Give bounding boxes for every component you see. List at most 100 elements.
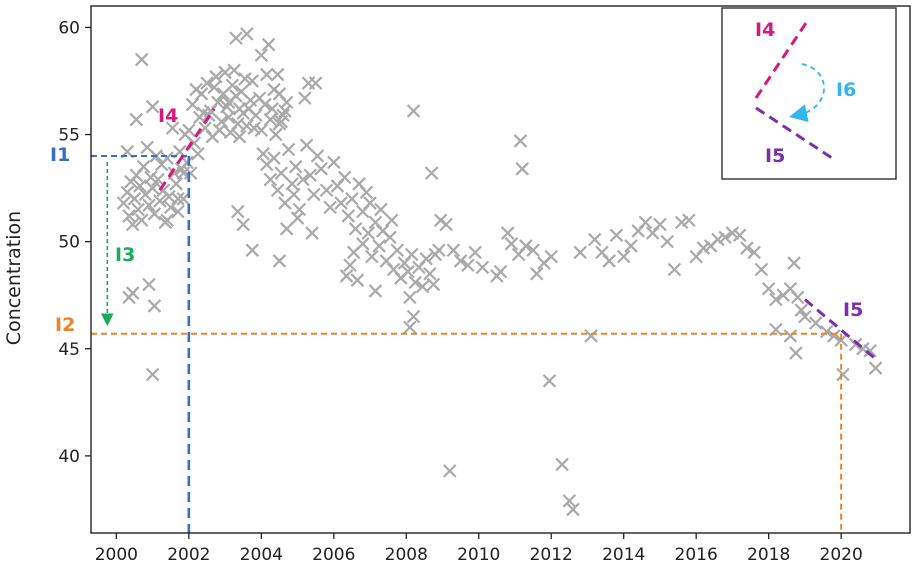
data-point-marker — [500, 226, 515, 240]
data-point-marker — [754, 262, 769, 277]
data-point-marker — [542, 374, 557, 388]
data-point-marker — [341, 209, 356, 223]
x-tick-label: 2000 — [95, 545, 138, 565]
data-point-marker — [227, 63, 241, 78]
data-point-marker — [267, 151, 281, 165]
data-point-marker — [863, 344, 877, 358]
data-point-marker — [385, 213, 399, 228]
data-point-marker — [827, 329, 841, 343]
data-point-marker — [236, 217, 250, 232]
data-point-marker — [544, 249, 559, 264]
data-point-marker — [303, 168, 318, 183]
data-point-marker — [256, 147, 270, 161]
data-point-marker — [200, 76, 214, 90]
data-point-marker — [307, 187, 321, 202]
data-point-marker — [350, 273, 365, 287]
data-point-marker — [383, 230, 397, 245]
y-axis: 40 45 50 55 60 — [58, 18, 91, 467]
data-point-marker — [343, 258, 357, 272]
data-point-marker — [183, 166, 198, 180]
data-point-marker — [327, 155, 341, 170]
i4-trend-line — [158, 107, 216, 192]
data-point-marker — [279, 95, 294, 110]
data-point-marker — [308, 76, 323, 90]
data-point-marker — [125, 217, 140, 232]
data-point-marker — [274, 166, 289, 180]
data-point-marker — [281, 142, 296, 157]
x-axis: 2000 2002 2004 2006 2008 2010 2012 2014 2016 2018… — [95, 533, 863, 565]
data-point-marker — [160, 213, 174, 228]
data-point-marker — [390, 243, 404, 257]
data-point-marker — [147, 299, 162, 313]
data-point-marker — [638, 215, 653, 230]
data-point-marker — [573, 245, 588, 260]
data-point-marker — [432, 243, 446, 257]
data-point-marker — [609, 228, 624, 243]
data-point-marker — [160, 151, 174, 165]
data-point-marker — [116, 196, 131, 210]
data-point-marker — [229, 31, 243, 45]
data-point-marker — [653, 217, 667, 232]
data-point-marker — [151, 172, 165, 187]
data-point-marker — [129, 112, 144, 127]
data-point-marker — [171, 204, 185, 219]
data-point-marker — [682, 213, 696, 228]
data-point-marker — [515, 162, 530, 176]
data-point-marker — [319, 183, 334, 198]
data-point-marker — [566, 502, 580, 517]
data-point-marker — [439, 217, 453, 232]
data-point-marker — [513, 134, 528, 148]
data-point-marker — [848, 337, 863, 352]
data-point-marker — [182, 123, 196, 138]
data-point-marker — [836, 367, 850, 382]
data-point-marker — [145, 99, 160, 114]
data-point-marker — [372, 239, 386, 253]
data-point-marker — [468, 245, 482, 260]
data-markers — [116, 27, 883, 517]
data-point-marker — [446, 243, 461, 257]
data-point-marker — [323, 200, 337, 215]
x-tick-label: 2008 — [385, 545, 428, 565]
x-tick-label: 2018 — [747, 545, 790, 565]
data-point-marker — [261, 37, 276, 52]
inset-i5-label: I5 — [765, 145, 785, 167]
data-point-marker — [145, 181, 160, 195]
x-tick-label: 2002 — [167, 545, 210, 565]
data-point-marker — [267, 82, 281, 97]
data-point-marker — [408, 275, 423, 290]
inset-i6-label: I6 — [836, 79, 856, 101]
data-point-marker — [299, 138, 314, 153]
data-point-marker — [337, 170, 352, 185]
data-point-marker — [624, 239, 638, 253]
i2-label: I2 — [55, 314, 75, 336]
data-point-marker — [185, 97, 200, 112]
data-point-marker — [794, 303, 809, 317]
data-point-marker — [339, 269, 354, 283]
data-point-marker — [404, 247, 419, 262]
data-point-marker — [180, 155, 194, 170]
data-point-marker — [406, 309, 421, 324]
data-point-marker — [290, 211, 305, 225]
data-point-marker — [269, 127, 283, 142]
i4-label: I4 — [158, 105, 178, 127]
i5-label: I5 — [843, 299, 863, 321]
x-tick-label: 2004 — [240, 545, 283, 565]
data-point-marker — [834, 333, 848, 347]
data-point-marker — [403, 290, 417, 305]
y-tick-label: 50 — [58, 233, 80, 253]
data-point-marker — [131, 202, 145, 217]
inset-i6-curved-arrow — [789, 63, 825, 122]
x-tick-label: 2016 — [675, 545, 718, 565]
data-point-marker — [241, 102, 256, 116]
y-tick-label: 45 — [58, 340, 80, 360]
data-point-marker — [176, 192, 191, 206]
data-point-marker — [361, 226, 376, 240]
data-point-marker — [761, 282, 776, 296]
data-point-marker — [270, 67, 285, 82]
data-point-marker — [406, 104, 421, 118]
data-point-marker — [263, 172, 278, 187]
y-tick-label: 60 — [58, 18, 80, 38]
data-point-marker — [216, 87, 231, 101]
data-point-marker — [310, 149, 325, 163]
inset-legend-box: I4 I6 I5 — [721, 7, 897, 180]
